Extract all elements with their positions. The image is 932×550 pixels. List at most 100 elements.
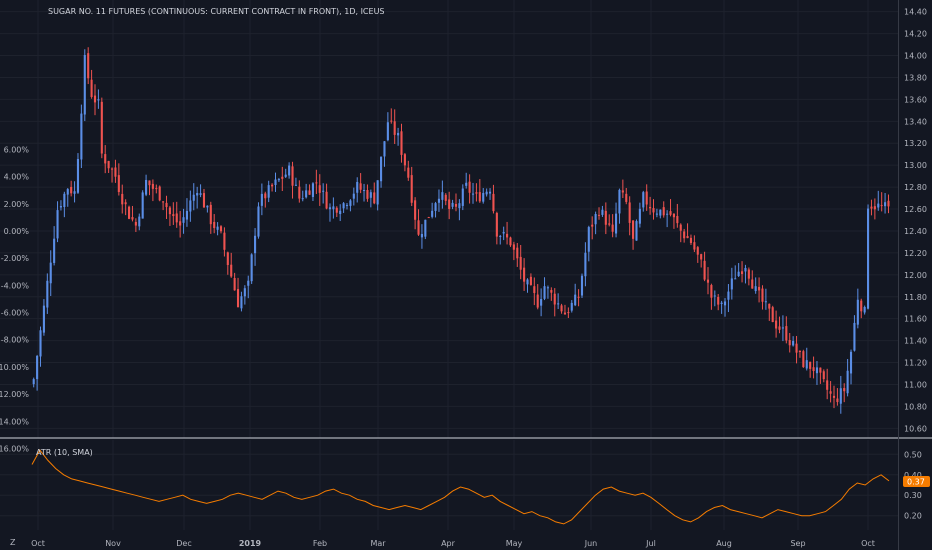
candle-body [550, 290, 553, 293]
candle-body [420, 233, 423, 238]
candle-body [70, 186, 73, 194]
candle-body [39, 330, 42, 357]
candle-body [696, 247, 699, 255]
time-tick-label: Mar [370, 539, 386, 548]
candle-body [676, 216, 679, 224]
chart-title: SUGAR NO. 11 FUTURES (CONTINUOUS: CURREN… [48, 7, 385, 16]
candle-body [315, 182, 318, 184]
candle-body [145, 179, 148, 195]
candles-layer[interactable] [32, 0, 896, 414]
candle-body [250, 254, 253, 282]
time-tick-label: Oct [31, 539, 45, 548]
price-tick-label: 11.40 [904, 337, 927, 346]
price-tick-label: 12.80 [904, 183, 927, 192]
atr-tick-label: 0.20 [904, 512, 922, 521]
candle-body [277, 179, 280, 181]
candle-body [36, 355, 39, 380]
candle-body [730, 278, 733, 290]
candle-body [679, 224, 682, 231]
candle-body [59, 206, 63, 208]
candle-body [788, 340, 791, 346]
candle-body [853, 322, 856, 351]
candle-body [243, 288, 246, 297]
candle-body [117, 175, 120, 193]
candle-body [608, 223, 611, 225]
candle-body [802, 351, 805, 368]
candle-body [567, 312, 570, 314]
candle-body [778, 326, 781, 330]
candle-body [311, 183, 315, 197]
candle-body [383, 141, 386, 157]
candle-body [604, 210, 607, 225]
candle-body [706, 279, 710, 283]
percent-tick-label: 0.00% [4, 227, 30, 236]
candle-body [393, 121, 396, 135]
atr-series-line [31, 449, 890, 525]
candle-body [257, 206, 260, 237]
atr-layer[interactable] [31, 449, 890, 525]
candle-body [744, 267, 747, 272]
candle-body [761, 288, 764, 302]
candle-body [553, 293, 556, 305]
candle-body [151, 183, 154, 189]
candle-body [839, 388, 842, 404]
percent-tick-label: -6.00% [1, 309, 30, 318]
candle-body [182, 217, 185, 223]
candle-body [376, 180, 379, 205]
candle-body [560, 305, 563, 312]
price-tick-label: 12.40 [904, 227, 927, 236]
candle-body [512, 244, 515, 250]
candle-body [775, 320, 778, 329]
candle-body [76, 159, 80, 193]
price-tick-label: 13.00 [904, 161, 927, 170]
candle-body [230, 264, 233, 277]
time-tick-label: May [506, 539, 523, 548]
candle-body [434, 203, 437, 211]
candle-body [63, 193, 66, 207]
time-tick-label: Jul [645, 539, 656, 548]
candle-body [247, 280, 250, 286]
price-tick-label: 11.20 [904, 359, 927, 368]
candle-body [458, 203, 461, 209]
candle-body [209, 204, 212, 225]
time-tick-label: Sep [790, 539, 805, 548]
candle-body [499, 235, 502, 237]
candle-body [815, 367, 819, 374]
candle-body [223, 232, 226, 250]
candle-body [305, 190, 308, 198]
candle-body [758, 286, 761, 291]
candle-body [400, 131, 403, 155]
candle-body [233, 278, 236, 291]
candle-body [529, 276, 532, 285]
candle-body [87, 53, 90, 79]
candle-body [601, 209, 604, 215]
candle-body [723, 301, 727, 306]
candle-body [325, 191, 328, 209]
candle-body [444, 194, 447, 201]
candle-body [42, 305, 45, 333]
atr-value-badge: 0.37 [903, 476, 930, 487]
candle-body [652, 208, 655, 213]
candle-body [563, 312, 567, 315]
candle-body [717, 296, 720, 305]
candle-body [427, 217, 430, 219]
candle-body [836, 398, 839, 403]
price-tick-label: 13.60 [904, 95, 927, 104]
atr-badge-background [903, 476, 930, 487]
candle-body [352, 193, 355, 199]
candle-body [781, 327, 784, 329]
candle-body [172, 214, 175, 217]
candle-body [747, 269, 750, 279]
candle-body [366, 189, 369, 199]
logo-icon[interactable]: Z [10, 538, 16, 547]
candle-body [73, 191, 76, 194]
candle-body [870, 206, 873, 209]
candle-body [662, 207, 665, 216]
candle-body [226, 252, 229, 265]
candle-body [179, 221, 182, 226]
candle-body [138, 216, 141, 227]
candle-body [202, 193, 206, 208]
percent-tick-label: -2.00% [1, 254, 30, 263]
candle-body [591, 224, 594, 227]
